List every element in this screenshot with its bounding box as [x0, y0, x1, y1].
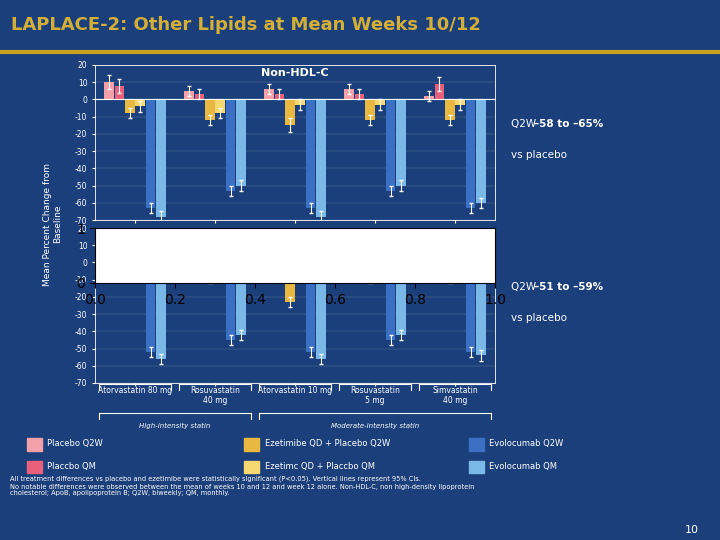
Text: Placebo Q2W: Placebo Q2W: [48, 439, 103, 448]
Text: Ezetimibe QD + Placebo Q2W: Ezetimibe QD + Placebo Q2W: [265, 439, 390, 448]
Text: Atorvastatin 10 mg: Atorvastatin 10 mg: [258, 386, 332, 395]
Text: vs placebo: vs placebo: [510, 313, 567, 323]
Bar: [156, 99, 166, 217]
Bar: [469, 461, 484, 474]
Bar: [476, 99, 486, 203]
Bar: [135, 262, 145, 268]
Text: Evolocumab Q2W: Evolocumab Q2W: [489, 439, 564, 448]
Bar: [456, 99, 465, 105]
Text: Placcbo QM: Placcbo QM: [48, 462, 96, 471]
Bar: [295, 99, 305, 105]
Bar: [285, 99, 294, 125]
Bar: [215, 99, 225, 113]
Bar: [114, 86, 124, 99]
Text: Rosuvastatin
5 mg: Rosuvastatin 5 mg: [350, 386, 400, 405]
Text: High-intensity statin: High-intensity statin: [139, 423, 211, 429]
Text: Rosuvastatin
40 mg: Rosuvastatin 40 mg: [190, 386, 240, 405]
Bar: [236, 262, 246, 335]
Bar: [445, 262, 454, 278]
Text: vs placebo: vs placebo: [510, 150, 567, 160]
Bar: [355, 94, 364, 99]
Bar: [295, 262, 305, 268]
Bar: [104, 245, 114, 262]
Bar: [184, 91, 194, 99]
Bar: [344, 89, 354, 99]
Bar: [27, 438, 42, 450]
Bar: [244, 438, 259, 450]
Bar: [435, 84, 444, 99]
Bar: [264, 254, 274, 262]
Bar: [316, 99, 325, 217]
Text: All treatment differences vs placebo and ezetimibe were statistically significan: All treatment differences vs placebo and…: [10, 476, 474, 496]
Bar: [244, 461, 259, 474]
Text: Evolocumab QM: Evolocumab QM: [489, 462, 557, 471]
Bar: [424, 261, 433, 262]
Text: Ezetimc QD + Placcbo QM: Ezetimc QD + Placcbo QM: [265, 462, 375, 471]
Text: ApoB: ApoB: [279, 231, 311, 241]
Bar: [365, 262, 374, 278]
Bar: [264, 89, 274, 99]
Text: Q2W: Q2W: [510, 282, 539, 292]
Bar: [205, 262, 215, 278]
Text: Mean Percent Change from
Baseline: Mean Percent Change from Baseline: [42, 163, 62, 286]
Bar: [146, 262, 156, 352]
Bar: [27, 461, 42, 474]
Bar: [466, 262, 475, 352]
Text: 10: 10: [685, 524, 698, 535]
Bar: [194, 259, 204, 262]
Bar: [285, 262, 294, 302]
Bar: [226, 262, 235, 340]
Text: Atorvastatin 80 mg: Atorvastatin 80 mg: [98, 386, 172, 395]
Bar: [316, 262, 325, 359]
Bar: [375, 262, 385, 268]
Text: Q2W: Q2W: [510, 119, 539, 129]
Text: Non-HDL-C: Non-HDL-C: [261, 68, 329, 78]
Bar: [236, 99, 246, 186]
Bar: [114, 254, 124, 262]
Bar: [125, 99, 135, 113]
Text: Moderate-intensity statin: Moderate-intensity statin: [331, 423, 419, 429]
Text: LAPLACE-2: Other Lipids at Mean Weeks 10/12: LAPLACE-2: Other Lipids at Mean Weeks 10…: [11, 16, 481, 33]
Bar: [156, 262, 166, 359]
Bar: [456, 262, 465, 268]
Bar: [466, 99, 475, 208]
Bar: [469, 438, 484, 450]
Bar: [104, 82, 114, 99]
Bar: [146, 99, 156, 208]
Bar: [424, 96, 433, 99]
Bar: [274, 94, 284, 99]
Text: –51 to –59%: –51 to –59%: [534, 282, 603, 292]
Bar: [215, 262, 225, 274]
Bar: [435, 259, 444, 262]
Bar: [135, 99, 145, 106]
Bar: [396, 262, 406, 335]
Bar: [194, 94, 204, 99]
Text: –58 to –65%: –58 to –65%: [534, 119, 603, 129]
Bar: [476, 262, 486, 355]
Bar: [205, 99, 215, 120]
Bar: [344, 254, 354, 262]
Text: Simvastatin
40 mg: Simvastatin 40 mg: [432, 386, 478, 405]
Bar: [445, 99, 454, 120]
Bar: [274, 257, 284, 262]
Bar: [355, 259, 364, 262]
Bar: [386, 262, 395, 340]
Bar: [184, 257, 194, 262]
Bar: [375, 99, 385, 105]
Bar: [125, 262, 135, 274]
Bar: [396, 99, 406, 186]
Bar: [226, 99, 235, 191]
Bar: [306, 99, 315, 208]
Bar: [365, 99, 374, 120]
Bar: [306, 262, 315, 352]
Bar: [386, 99, 395, 191]
